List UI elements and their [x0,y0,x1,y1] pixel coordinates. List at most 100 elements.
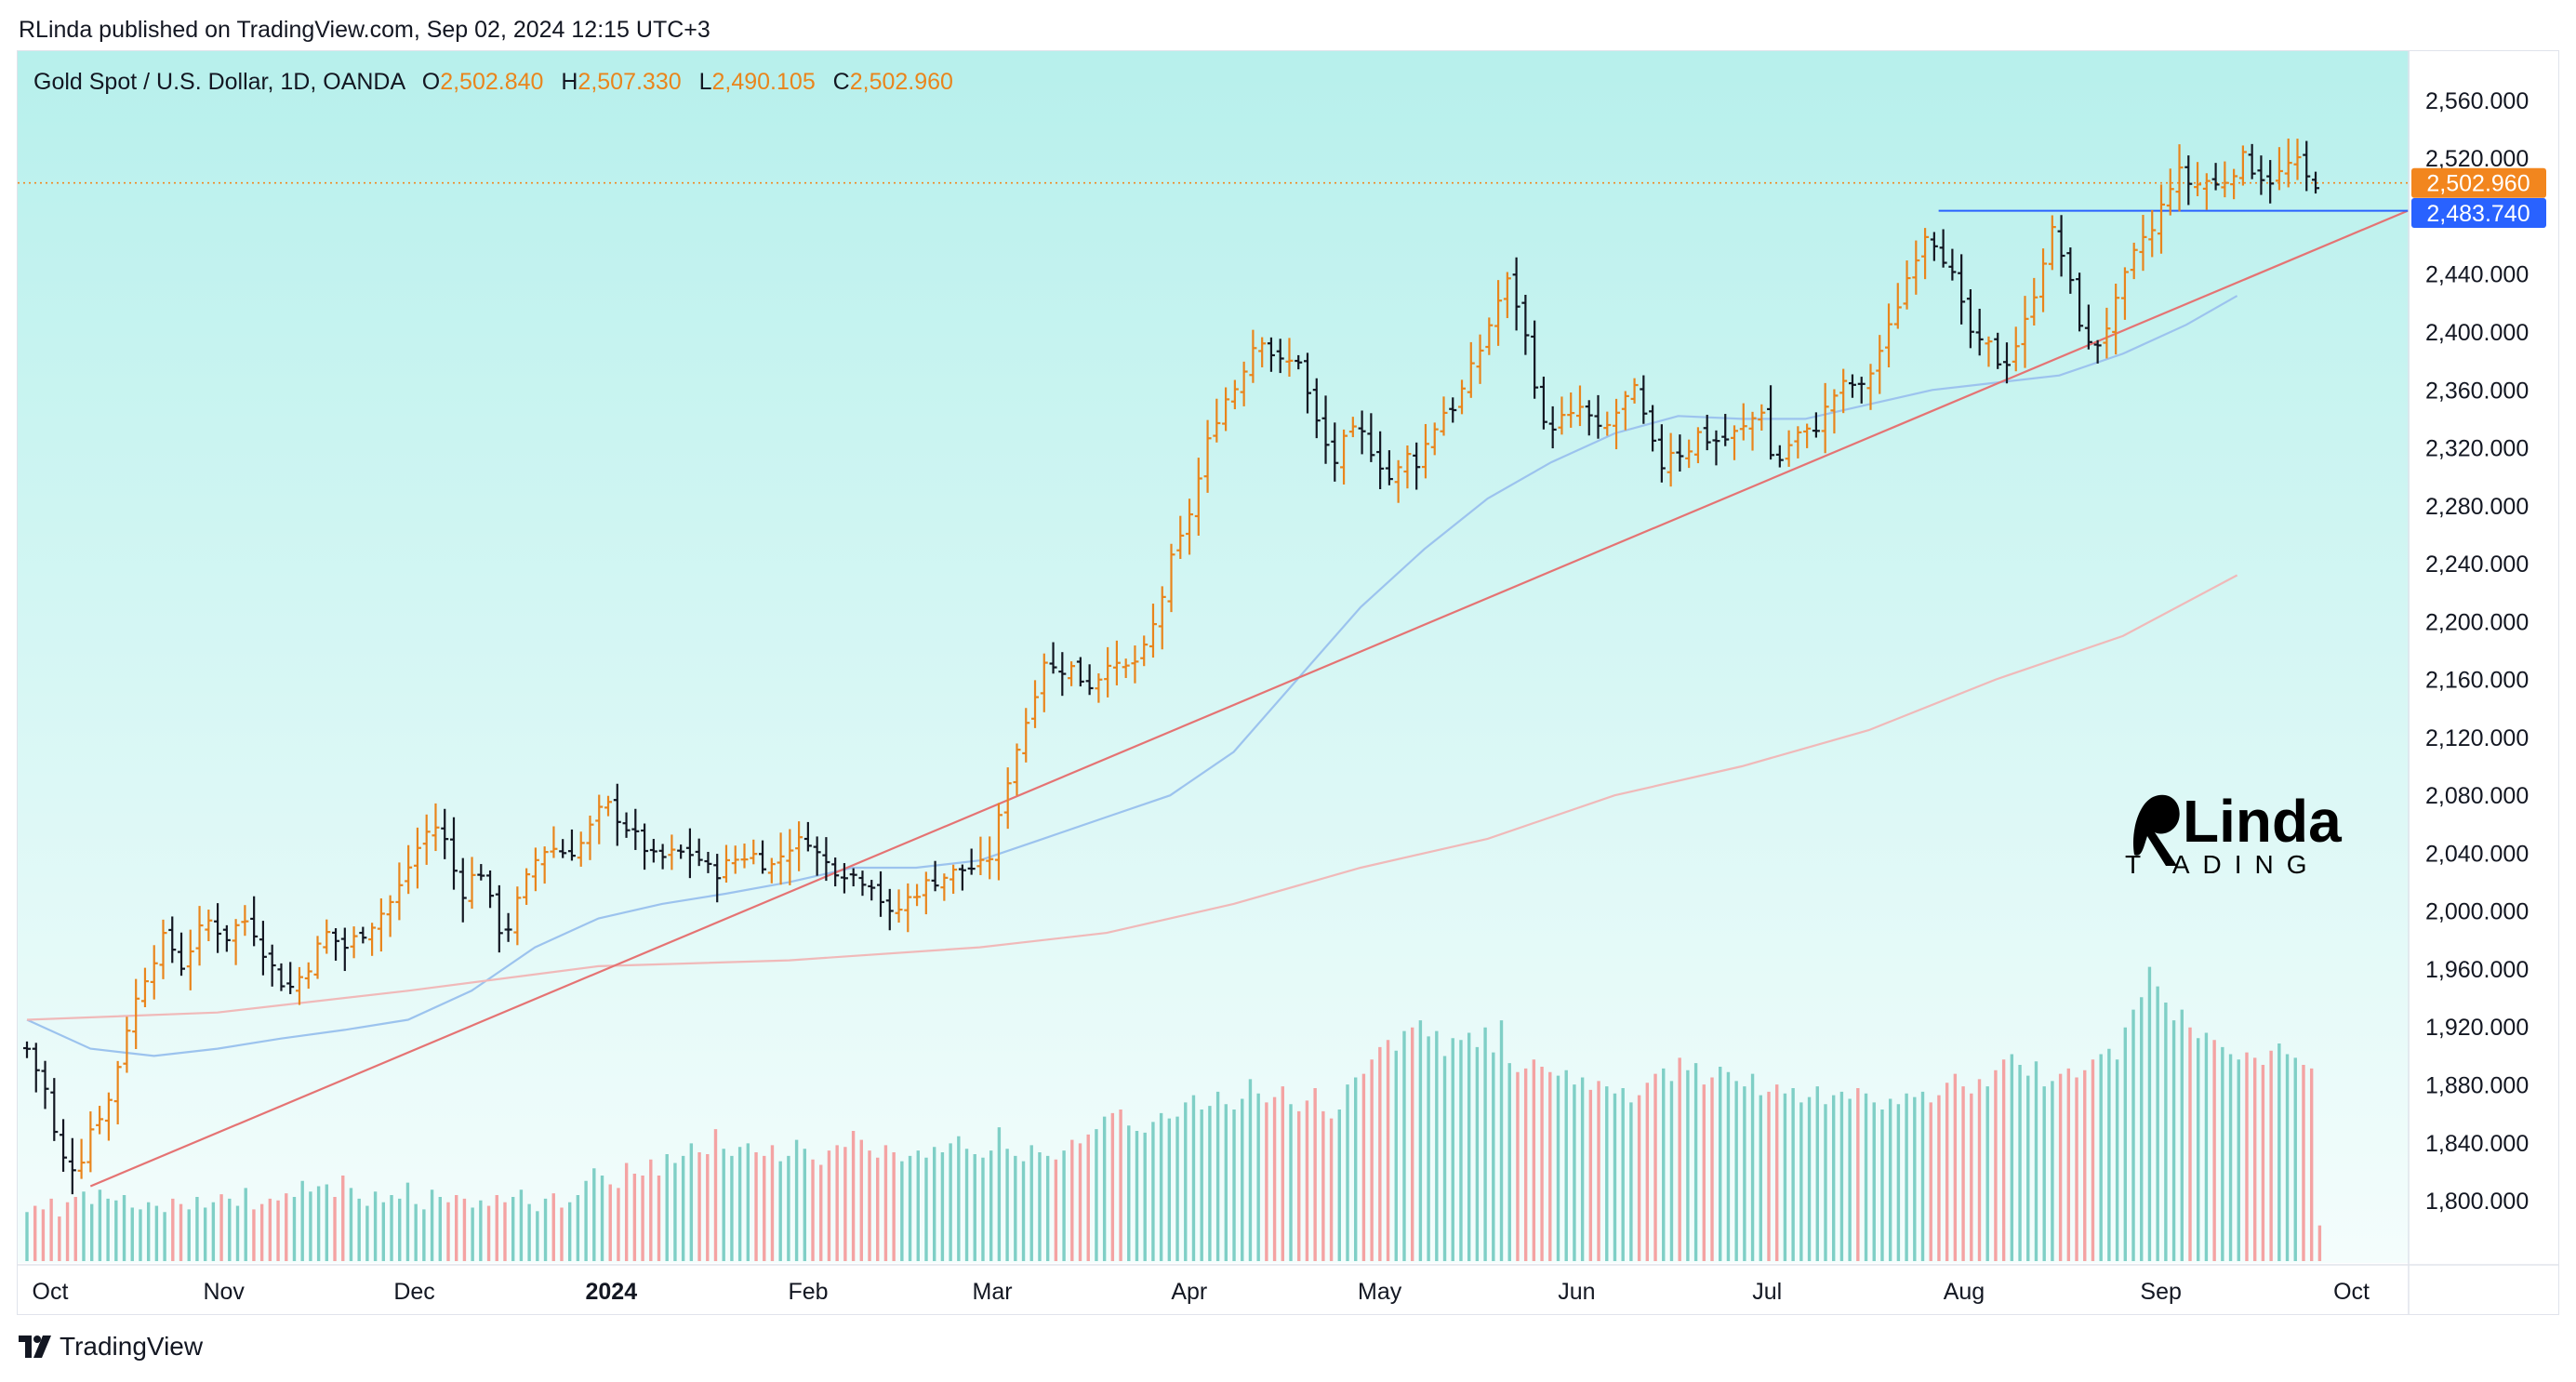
ohlc-bar [1267,337,1275,372]
ohlc-bar [1830,389,1839,434]
ohlc-bar [60,1119,68,1172]
ohlc-bar [368,923,377,956]
ohlc-bar [268,944,276,987]
ohlc-bar [840,863,848,894]
ohlc-bar [104,1092,113,1141]
ohlc-bar [405,844,413,895]
ohlc-bar [1630,378,1639,404]
ohlc-bar [1685,439,1693,469]
ohlc-bar [432,803,440,852]
ohlc-bar [1739,403,1747,441]
ohlc-bar [2103,307,2111,359]
ohlc-bar [2057,215,2065,277]
ohlc-bar [1230,379,1239,410]
tradingview-footer[interactable]: TradingView [19,1332,203,1362]
ohlc-bar [1176,515,1185,559]
ohlc-bar [1494,280,1503,346]
ohlc-bar [658,844,667,870]
ohlc-bar [949,864,958,895]
ohlc-bar [1312,378,1321,439]
ohlc-bar [2303,140,2311,192]
plot-area[interactable] [18,51,2410,1263]
ohlc-bar [1421,423,1429,479]
ohlc-bar [713,854,722,903]
ohlc-bar [1194,458,1202,537]
ohlc-bar [2112,283,2120,355]
ohlc-bar [604,795,613,817]
ohlc-bar [668,834,676,870]
ohlc-bar [641,823,649,870]
y-tick-label: 2,200.000 [2425,609,2529,635]
ohlc-bar [931,860,939,892]
ohlc-bar [1603,411,1612,436]
ohlc-bar [1866,364,1875,410]
ohlc-bar [222,924,231,952]
close-value: 2,502.960 [849,69,953,95]
ohlc-bar [1558,396,1566,435]
ohlc-bar [595,794,604,844]
level-price-label-bg [2411,197,2546,228]
ohlc-bar [1839,368,1848,414]
ohlc-bar [2130,242,2138,280]
ohlc-bar [241,905,249,937]
ohlc-bar [795,821,803,871]
ohlc-bar [1531,320,1539,399]
ohlc-bar [1703,414,1711,451]
ohlc-bar [759,840,767,874]
ohlc-bar [559,839,567,858]
y-tick-label: 2,240.000 [2425,551,2529,578]
ohlc-bar [1912,240,1920,295]
ohlc-bar [1076,657,1084,687]
ohlc-bar [813,836,821,876]
volume-bars [25,966,2322,1261]
ohlc-bar [1331,422,1339,482]
ohlc-bar [286,962,295,994]
ohlc-bar [913,884,922,907]
last-price-label: 2,502.960 [2411,167,2546,198]
ohlc-bar [1131,645,1139,684]
x-tick-label: Nov [203,1279,245,1305]
ohlc-bar [1213,398,1221,443]
ohlc-bar [1594,394,1602,439]
ma-fast-line [26,295,2238,1057]
ohlc-bar [1321,395,1330,464]
ohlc-bar [822,837,830,882]
ohlc-bar [359,926,367,944]
ohlc-bar [2166,168,2174,216]
watermark-line1: Linda [2183,788,2342,855]
ohlc-bar [2221,161,2229,198]
ohlc-bar [449,817,458,890]
y-tick-label: 1,920.000 [2425,1015,2529,1041]
ohlc-bar [1285,338,1294,378]
ohlc-bar [1567,392,1575,428]
ohlc-bar [2148,209,2157,258]
ohlc-bar [1585,400,1593,436]
ohlc-bar [2039,248,2048,312]
ohlc-bar [250,896,259,947]
ohlc-bar [1693,427,1702,464]
ohlc-bar [2093,339,2102,364]
symbol-header: Gold Spot / U.S. Dollar, 1D, OANDA O2,50… [33,69,953,96]
symbol-name: Gold Spot / U.S. Dollar, 1D, OANDA [33,69,405,95]
ohlc-bar [1848,374,1856,398]
y-tick-label: 1,960.000 [2425,957,2529,983]
ohlc-bar [232,919,240,965]
ohlc-bar [1240,361,1248,406]
ohlc-bar [1348,417,1357,438]
x-tick-label: Feb [788,1279,828,1305]
ohlc-bar [1503,272,1511,319]
ohlc-bar [1467,341,1475,398]
ohlc-bar [1930,232,1938,261]
ohlc-bar [1367,413,1375,462]
ohlc-bar [1222,387,1230,432]
ohlc-bar [1548,405,1557,449]
ohlc-bar [259,921,267,976]
ohlc-bar [1803,423,1812,448]
ohlc-bar [168,916,177,963]
ohlc-bar [1476,334,1484,384]
ohlc-bar [2048,215,2056,271]
y-tick-label: 2,040.000 [2425,841,2529,867]
level-price-label: 2,483.740 [2411,197,2546,228]
ohlc-bar [205,910,213,941]
